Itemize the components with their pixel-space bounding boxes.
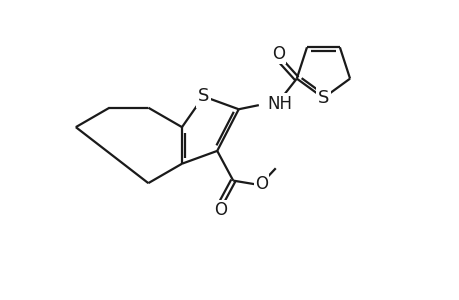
Text: S: S <box>317 89 328 107</box>
Text: NH: NH <box>267 95 291 113</box>
Text: O: O <box>255 175 268 193</box>
Text: O: O <box>271 45 285 63</box>
Text: S: S <box>197 87 209 105</box>
Text: O: O <box>213 201 226 219</box>
